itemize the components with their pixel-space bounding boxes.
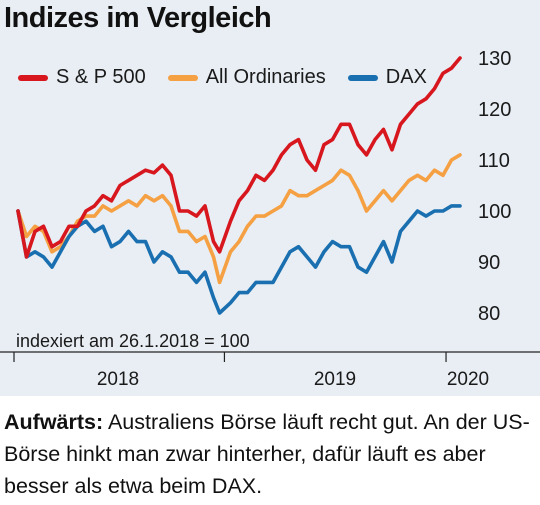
x-tick-label: 2018 [97,369,139,390]
y-tick-label: 100 [478,201,511,223]
legend-item-sp500: S & P 500 [18,66,146,89]
legend-label-sp500: S & P 500 [56,66,146,88]
y-tick-label: 90 [478,252,500,274]
legend-swatch-all-ordinaries [167,74,198,81]
caption-lead: Aufwärts: [4,410,104,434]
line-chart: 80 90 100 110 120 130 indexiert am 26.1.2018 =… [0,48,540,390]
y-tick-label: 130 [478,48,511,70]
x-tick-label: 2019 [314,369,356,390]
legend-item-all-ordinaries: All Ordinaries [167,66,326,89]
y-tick-label: 80 [478,303,500,325]
chart-legend: S & P 500 All Ordinaries DAX [18,66,449,89]
legend-label-dax: DAX [385,66,427,88]
legend-swatch-dax [347,74,378,81]
chart-title: Indizes im Vergleich [4,2,272,34]
legend-label-all-ordinaries: All Ordinaries [205,66,326,88]
caption: Aufwärts: Australiens Börse läuft recht … [4,406,536,502]
y-tick-label: 110 [478,150,510,172]
series-line-all-ordinaries [16,153,462,285]
index-note: indexiert am 26.1.2018 = 100 [16,331,250,351]
series-line-dax [16,204,462,315]
x-tick-label: 2020 [447,369,489,390]
chart-panel: Indizes im Vergleich S & P 500 All Ordin… [0,0,540,396]
legend-item-dax: DAX [347,66,427,89]
caption-text: Australiens Börse läuft recht gut. An de… [4,410,530,498]
series-line-s-p-500 [16,56,462,259]
y-tick-label: 120 [478,99,511,121]
legend-swatch-sp500 [18,74,48,81]
